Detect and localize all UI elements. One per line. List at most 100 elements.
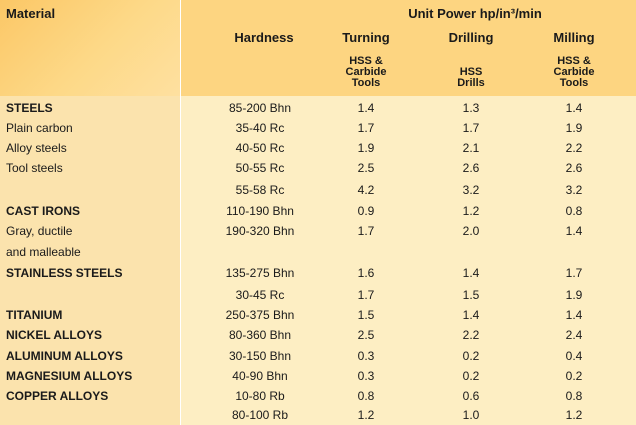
hardness-cell: 10-80 Rb (235, 389, 285, 403)
drilling-cell: 0.6 (462, 389, 480, 403)
drilling-cell: 2.2 (462, 328, 480, 342)
hardness-cell: 190-320 Bhn (225, 224, 295, 238)
turning-cell: 0.9 (357, 204, 375, 218)
material-cell: Tool steels (6, 161, 63, 175)
table-row: 80-100 Rb 1.2 1.0 1.2 (0, 405, 636, 425)
drilling-cell: 1.5 (462, 288, 480, 302)
turning-header: Turning (342, 30, 390, 45)
turning-cell: 1.2 (357, 408, 375, 422)
milling-cell: 1.7 (565, 266, 583, 280)
turning-cell: 1.6 (357, 266, 375, 280)
drilling-cell: 2.1 (462, 141, 480, 155)
turning-cell: 0.3 (357, 369, 375, 383)
table-row: STAINLESS STEELS 135-275 Bhn 1.6 1.4 1.7 (0, 263, 636, 283)
table-row: STEELS 85-200 Bhn 1.4 1.3 1.4 (0, 98, 636, 118)
table-row: MAGNESIUM ALLOYS 40-90 Bhn 0.3 0.2 0.2 (0, 366, 636, 386)
table-row: Gray, ductile 190-320 Bhn 1.7 2.0 1.4 (0, 221, 636, 241)
material-cell: ALUMINUM ALLOYS (6, 349, 123, 363)
turning-cell: 1.7 (357, 121, 375, 135)
table-header: Material Unit Power hp/in³/min Hardness … (0, 0, 636, 96)
drilling-cell: 1.0 (462, 408, 480, 422)
material-cell: TITANIUM (6, 308, 63, 322)
material-cell: STAINLESS STEELS (6, 266, 123, 280)
hardness-cell: 50-55 Rc (235, 161, 285, 175)
turning-sub-1: HSS & (349, 55, 383, 67)
hardness-cell: 110-190 Bhn (226, 204, 294, 218)
table-row: Plain carbon 35-40 Rc 1.7 1.7 1.9 (0, 118, 636, 138)
drilling-header: Drilling (448, 30, 494, 45)
drilling-cell: 2.6 (462, 161, 480, 175)
table-row: TITANIUM 250-375 Bhn 1.5 1.4 1.4 (0, 305, 636, 325)
drilling-sub-2: Drills (457, 77, 485, 89)
turning-cell: 1.7 (357, 288, 375, 302)
hardness-cell: 35-40 Rc (235, 121, 285, 135)
hardness-cell: 80-100 Rb (231, 408, 289, 422)
material-cell: and malleable (6, 245, 81, 259)
milling-cell: 3.2 (565, 183, 583, 197)
turning-sub-2: Carbide (345, 66, 387, 78)
milling-cell: 2.6 (565, 161, 583, 175)
table-row: Tool steels 50-55 Rc 2.5 2.6 2.6 (0, 158, 636, 178)
turning-cell: 4.2 (357, 183, 375, 197)
material-cell: MAGNESIUM ALLOYS (6, 369, 133, 383)
material-cell: Gray, ductile (6, 224, 73, 238)
material-cell: CAST IRONS (6, 204, 81, 218)
milling-cell: 1.4 (565, 101, 583, 115)
milling-cell: 0.2 (565, 369, 583, 383)
drilling-cell: 1.4 (462, 266, 480, 280)
turning-cell: 1.9 (357, 141, 375, 155)
turning-cell: 1.5 (357, 308, 375, 322)
drilling-cell: 1.7 (462, 121, 480, 135)
hardness-cell: 250-375 Bhn (225, 308, 295, 322)
drilling-sub-1: HSS (459, 66, 483, 78)
drilling-cell: 2.0 (462, 224, 480, 238)
milling-header: Milling (553, 30, 595, 45)
hardness-cell: 55-58 Rc (235, 183, 285, 197)
milling-cell: 0.8 (565, 389, 583, 403)
milling-cell: 1.9 (565, 288, 583, 302)
material-cell: Alloy steels (6, 141, 67, 155)
material-cell: Plain carbon (6, 121, 73, 135)
drilling-cell: 0.2 (462, 369, 480, 383)
hardness-header: Hardness (234, 30, 294, 45)
milling-cell: 1.2 (565, 408, 583, 422)
drilling-cell: 1.4 (462, 308, 480, 322)
milling-cell: 0.8 (565, 204, 583, 218)
table-row: CAST IRONS 110-190 Bhn 0.9 1.2 0.8 (0, 201, 636, 221)
milling-cell: 2.2 (565, 141, 583, 155)
drilling-cell: 3.2 (462, 183, 480, 197)
material-cell: COPPER ALLOYS (6, 389, 109, 403)
turning-cell: 1.7 (357, 224, 375, 238)
hardness-cell: 30-150 Bhn (228, 349, 292, 363)
table-row: 30-45 Rc 1.7 1.5 1.9 (0, 285, 636, 305)
material-cell: NICKEL ALLOYS (6, 328, 103, 342)
table-row: 55-58 Rc 4.2 3.2 3.2 (0, 180, 636, 200)
milling-cell: 0.4 (565, 349, 583, 363)
milling-sub-1: HSS & (557, 55, 591, 67)
drilling-cell: 1.2 (462, 204, 480, 218)
material-header: Material (6, 6, 56, 21)
unit-power-header: Unit Power hp/in³/min (408, 6, 542, 21)
table-row: NICKEL ALLOYS 80-360 Bhn 2.5 2.2 2.4 (0, 325, 636, 345)
table-row: Alloy steels 40-50 Rc 1.9 2.1 2.2 (0, 138, 636, 158)
hardness-cell: 40-50 Rc (235, 141, 285, 155)
turning-cell: 0.8 (357, 389, 375, 403)
material-column (0, 96, 181, 425)
turning-sub-3: Tools (351, 77, 381, 89)
milling-cell: 1.4 (565, 224, 583, 238)
drilling-cell: 0.2 (462, 349, 480, 363)
turning-cell: 2.5 (357, 328, 375, 342)
turning-cell: 0.3 (357, 349, 375, 363)
hardness-cell: 85-200 Bhn (228, 101, 292, 115)
drilling-cell: 1.3 (462, 101, 480, 115)
hardness-cell: 80-360 Bhn (228, 328, 292, 342)
hardness-cell: 30-45 Rc (235, 288, 285, 302)
hardness-cell: 135-275 Bhn (225, 266, 295, 280)
milling-sub-3: Tools (559, 77, 589, 89)
table-row: and malleable (0, 242, 636, 262)
table-row: COPPER ALLOYS 10-80 Rb 0.8 0.6 0.8 (0, 386, 636, 406)
milling-sub-2: Carbide (553, 66, 595, 78)
milling-cell: 1.9 (565, 121, 583, 135)
turning-cell: 1.4 (357, 101, 375, 115)
